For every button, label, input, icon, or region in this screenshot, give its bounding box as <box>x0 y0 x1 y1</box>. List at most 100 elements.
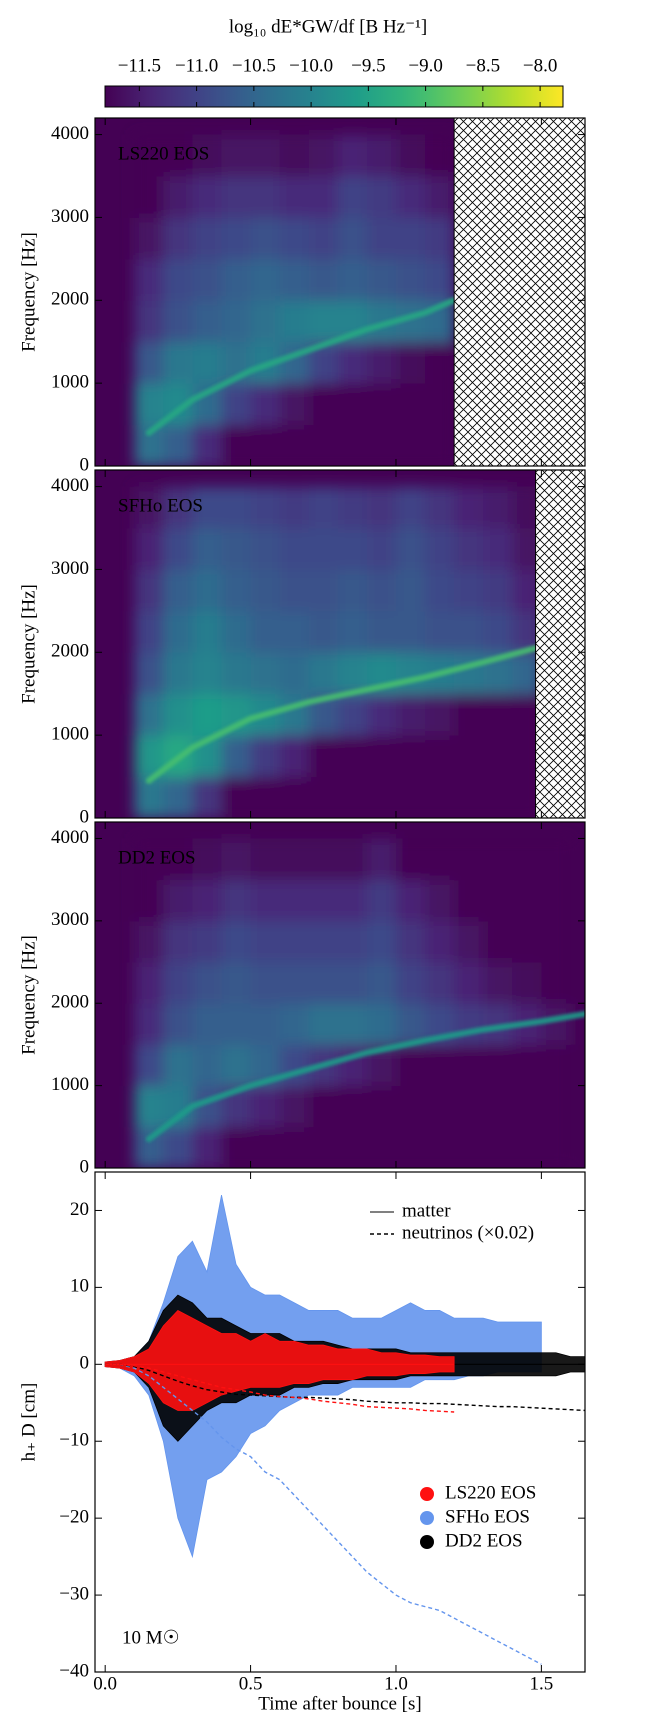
heatmap-cell <box>250 217 281 260</box>
heatmap-cell <box>425 258 455 301</box>
heatmap-cell <box>163 300 193 343</box>
heatmap-cell <box>279 1044 310 1087</box>
heatmap-cell <box>395 217 426 260</box>
heatmap-cell <box>366 920 397 963</box>
heatmap-cell <box>541 1003 571 1045</box>
legend-marker <box>420 1487 434 1501</box>
heatmap-cell <box>308 920 339 963</box>
neutrino-signal <box>105 1363 542 1665</box>
heatmap-cell <box>163 920 193 963</box>
heatmap-cell <box>308 735 339 778</box>
matter-signal <box>104 1309 455 1365</box>
heatmap-cell <box>221 920 252 963</box>
heatmap-cell <box>279 879 310 922</box>
heatmap-cell <box>221 838 252 881</box>
colorbar-tick-label: −11.0 <box>175 55 218 76</box>
heatmap-cell <box>366 962 397 1004</box>
frame <box>94 117 586 467</box>
heatmap-cell <box>163 879 193 922</box>
y-tick-label: 0 <box>80 1353 90 1374</box>
heatmap-cell <box>337 838 368 881</box>
heatmap-cell <box>512 920 542 963</box>
heatmap-cell <box>483 879 513 922</box>
heatmap-cell <box>192 134 222 177</box>
heatmap-cell <box>308 962 339 1004</box>
heatmap-cell <box>425 424 455 466</box>
annotation: 10 M☉ <box>122 1627 180 1648</box>
colorbar-label: log₁₀ dE*GW/df [B Hz⁻¹] <box>229 16 427 37</box>
colorbar-tick-label: −8.5 <box>466 55 500 76</box>
heatmap-cell <box>308 1003 339 1045</box>
y-tick-label: 3000 <box>51 206 89 227</box>
heatmap-cell <box>134 1003 164 1045</box>
cells <box>134 486 542 818</box>
heatmap-cell <box>483 1044 513 1087</box>
heatmap-cell <box>454 776 484 818</box>
heatmap-cell <box>250 1085 281 1128</box>
heatmap-cell <box>221 652 252 695</box>
heatmap-cell <box>163 528 193 570</box>
frame <box>94 821 586 1169</box>
heatmap-cell <box>425 383 455 426</box>
heatmap-cell <box>134 134 164 177</box>
heatmap-cell <box>425 693 455 736</box>
heatmap-cell <box>279 920 310 963</box>
y-tick-label: 2000 <box>51 992 89 1013</box>
y-tick-label: 0 <box>80 806 90 827</box>
heatmap-cell <box>192 610 222 653</box>
heatmap-cell <box>163 341 193 384</box>
heatmap-cell <box>425 217 455 260</box>
heatmap-cell <box>134 693 164 736</box>
heatmap-cell <box>134 838 164 881</box>
colorbar-tick-label: −10.0 <box>289 55 333 76</box>
y-tick-label: 2000 <box>51 289 89 310</box>
heatmap-cell <box>192 217 222 260</box>
heatmap-cell <box>395 610 426 653</box>
heatmap-cell <box>221 569 252 612</box>
heatmap-cell <box>395 424 426 466</box>
heatmap-cell <box>337 258 368 301</box>
heatmap-cell <box>308 217 339 260</box>
legend-marker <box>420 1535 434 1549</box>
heatmap-cell <box>134 486 164 529</box>
heatmap-cell <box>425 610 455 653</box>
heatmap-cell <box>308 300 339 343</box>
frame <box>94 1171 586 1673</box>
heatmap-cell <box>337 1126 368 1168</box>
heatmap-cell <box>366 610 397 653</box>
heatmap-cell <box>308 776 339 818</box>
heatmap-cell <box>483 838 513 881</box>
heatmap-cell <box>308 383 339 426</box>
heatmap-cell <box>366 134 397 177</box>
heatmap-cell <box>425 528 455 570</box>
heatmap-cell <box>250 879 281 922</box>
heatmap-cell <box>395 258 426 301</box>
heatmap-cell <box>134 610 164 653</box>
heatmap-cell <box>279 300 310 343</box>
heatmap-cell <box>134 1044 164 1087</box>
heatmap-cell <box>221 486 252 529</box>
heatmap-cell <box>337 776 368 818</box>
heatmap-cell <box>163 176 193 218</box>
heatmap-cell <box>192 879 222 922</box>
heatmap-cell <box>250 383 281 426</box>
heatmap-cell <box>163 610 193 653</box>
heatmap-cell <box>279 1003 310 1045</box>
heatmap-cell <box>337 962 368 1004</box>
heatmap-cell <box>366 735 397 778</box>
heatmap-cell <box>221 1126 252 1168</box>
heatmap-cell <box>512 1126 542 1168</box>
plot-area <box>134 470 585 818</box>
heatmap-cell <box>134 300 164 343</box>
heatmap-cell <box>395 838 426 881</box>
heatmap-cell <box>192 569 222 612</box>
y-tick-label: 4000 <box>51 123 89 144</box>
heatmap-cell <box>221 735 252 778</box>
heatmap-cell <box>308 1126 339 1168</box>
heatmap-cell <box>454 838 484 881</box>
heatmap-cell <box>163 1044 193 1087</box>
colorbar-tick-label: −10.5 <box>232 55 276 76</box>
colorbar-tick-label: −9.0 <box>408 55 442 76</box>
heatmap-cell <box>366 258 397 301</box>
heatmap-cell <box>425 1126 455 1168</box>
